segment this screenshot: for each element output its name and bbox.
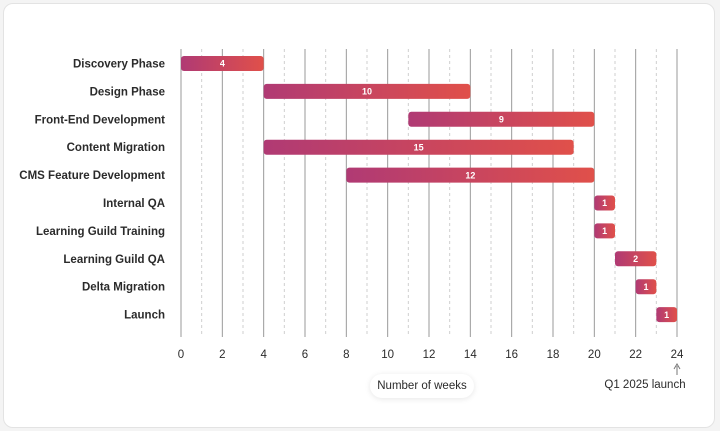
bar-value-label: 15 xyxy=(414,142,424,152)
task-bar xyxy=(346,167,595,183)
launch-annotation xyxy=(673,363,681,375)
x-tick-label: 10 xyxy=(381,349,394,361)
task-label: Content Migration xyxy=(67,142,165,154)
bar-value-label: 10 xyxy=(362,87,372,97)
task-label: Discovery Phase xyxy=(73,59,165,71)
task-bar xyxy=(263,139,574,155)
x-tick-label: 22 xyxy=(629,349,642,361)
launch-arrow-head xyxy=(673,363,681,370)
bar-value-label: 12 xyxy=(465,170,475,180)
task-labels: Discovery Phase Design Phase Front-End Dev… xyxy=(19,59,165,322)
x-axis-label: Number of weeks xyxy=(370,374,474,398)
x-tick-label: 6 xyxy=(302,349,308,361)
bar-value-label: 1 xyxy=(643,282,648,292)
x-tick-label: 14 xyxy=(464,349,477,361)
task-label: CMS Feature Development xyxy=(19,170,165,182)
x-tick-label: 2 xyxy=(219,349,225,361)
task-label: Front-End Development xyxy=(35,114,166,126)
task-label: Design Phase xyxy=(90,86,165,98)
chart-card xyxy=(3,3,715,428)
x-tick-label: 0 xyxy=(178,349,184,361)
x-tick-label: 24 xyxy=(671,349,684,361)
x-tick-label: 8 xyxy=(343,349,349,361)
task-bar xyxy=(181,56,264,71)
x-tick-label: 16 xyxy=(505,349,518,361)
bar-value-label: 4 xyxy=(220,59,225,69)
task-bar xyxy=(594,223,615,239)
bar-value-label: 2 xyxy=(633,254,638,264)
launch-annotation-label: Q1 2025 launch xyxy=(604,379,686,391)
task-bar xyxy=(408,111,595,127)
task-bar xyxy=(635,279,657,295)
task-bar xyxy=(615,251,657,267)
bar-value-label: 1 xyxy=(602,226,607,236)
x-tick-label: 18 xyxy=(547,349,560,361)
bar-value-label: 9 xyxy=(499,115,504,125)
x-axis-ticks: 0 2 4 6 8 10 12 14 16 18 20 22 24 xyxy=(178,349,684,361)
task-label: Delta Migration xyxy=(82,282,165,294)
x-tick-label: 20 xyxy=(588,349,601,361)
task-label: Launch xyxy=(124,310,165,322)
x-tick-label: 12 xyxy=(423,349,436,361)
task-bar xyxy=(263,83,471,99)
task-bar xyxy=(656,307,677,323)
bar-value-label: 1 xyxy=(664,310,669,320)
task-bar xyxy=(594,195,615,211)
task-label: Internal QA xyxy=(103,198,165,210)
x-tick-label: 4 xyxy=(260,349,267,361)
task-label: Learning Guild QA xyxy=(63,254,165,266)
task-label: Learning Guild Training xyxy=(36,226,165,238)
bar-value-label: 1 xyxy=(602,198,607,208)
